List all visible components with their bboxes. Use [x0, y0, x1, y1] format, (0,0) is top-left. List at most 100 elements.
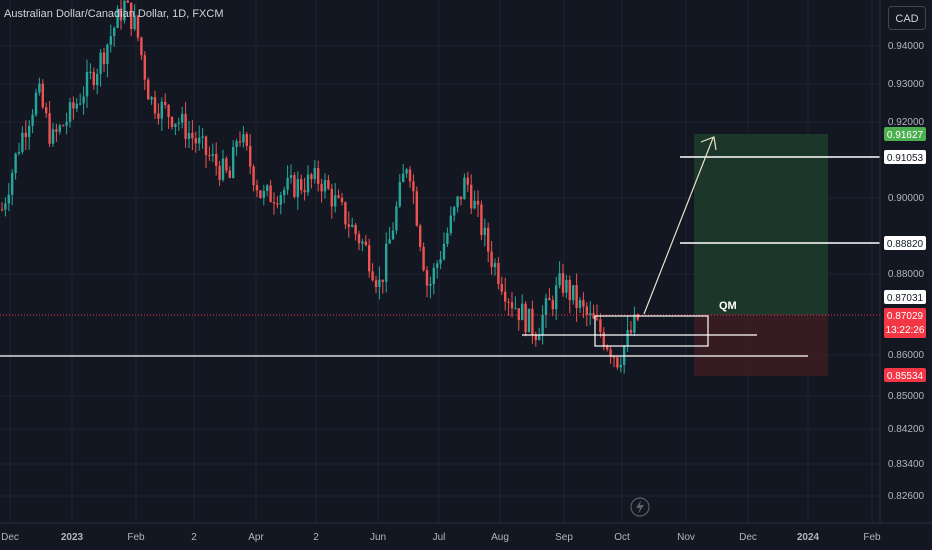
candle-body: [242, 134, 245, 143]
candle-body: [544, 298, 548, 316]
projection-arrowhead: [700, 136, 717, 151]
stop-price-box: [884, 368, 926, 382]
candle-body: [170, 117, 174, 128]
candle-body: [45, 107, 48, 114]
candle-body: [378, 279, 381, 288]
candle-body: [276, 203, 279, 205]
candle-body: [357, 234, 361, 244]
y-tick-label: 0.84200: [888, 424, 925, 435]
x-tick-label: 2024: [797, 532, 820, 543]
candle-body: [534, 335, 537, 341]
candle-body: [147, 79, 150, 100]
candle-body: [123, 0, 126, 21]
candle-body: [572, 285, 575, 301]
mid-line-price-label: 0.88820: [887, 239, 924, 250]
candle-body: [48, 113, 51, 144]
x-tick-label: Jun: [370, 532, 386, 543]
candle-body: [249, 145, 252, 167]
candle-body: [126, 0, 129, 3]
candle-body: [504, 291, 507, 302]
candle-body: [140, 37, 143, 56]
y-tick-label: 0.94000: [888, 41, 925, 52]
candle-body: [58, 125, 61, 132]
x-tick-label: Oct: [614, 532, 630, 543]
stop-price-label: 0.85534: [887, 371, 924, 382]
candle-body: [238, 141, 242, 143]
candle-body: [252, 166, 255, 186]
candle-body: [473, 200, 476, 209]
candle-body: [612, 356, 616, 358]
candle-body: [490, 251, 493, 268]
target-price-box: [884, 127, 926, 141]
candle-body: [38, 83, 41, 93]
candle-body: [194, 138, 197, 144]
candle-body: [327, 180, 330, 189]
candle-body: [551, 300, 554, 310]
x-tick-label: Dec: [739, 532, 757, 543]
candle-body: [102, 52, 106, 65]
candle-body: [167, 104, 170, 118]
candle-body: [130, 2, 133, 30]
candle-body: [235, 141, 238, 148]
x-tick-label: Feb: [127, 532, 145, 543]
candle-body: [463, 177, 466, 200]
candle-body: [266, 185, 269, 191]
candle-body: [337, 195, 340, 198]
candle-body: [432, 267, 435, 284]
candle-body: [187, 132, 191, 139]
currency-button[interactable]: CAD: [888, 6, 926, 30]
candle-body: [466, 177, 469, 185]
lightning-icon: [630, 497, 650, 517]
x-tick-label: 2: [191, 532, 197, 543]
y-tick-label: 0.88000: [888, 269, 925, 280]
candle-body: [500, 284, 503, 292]
candle-body: [215, 154, 218, 166]
current-price-label: 0.87029: [887, 311, 924, 322]
candle-body: [351, 224, 354, 227]
candle-body: [419, 225, 422, 247]
candle-body: [459, 196, 463, 200]
candle-body: [160, 101, 163, 119]
candle-body: [310, 174, 313, 180]
candle-body: [436, 263, 439, 268]
candle-body: [347, 224, 350, 227]
x-tick-label: Nov: [677, 532, 695, 543]
candle-body: [204, 136, 208, 156]
candle-body: [72, 102, 75, 109]
candle-body: [41, 83, 44, 108]
candle-body: [514, 308, 517, 310]
x-tick-label: Feb: [863, 532, 881, 543]
price-axis: 0.94000 0.93000 0.92000 0.90000 0.88000 0.860…: [888, 41, 925, 502]
candle-body: [616, 357, 619, 368]
qm-zone-box: [594, 315, 709, 347]
candle-body: [184, 113, 187, 139]
candle-body: [636, 314, 639, 320]
candle-body: [283, 189, 286, 195]
candle-body: [517, 308, 520, 321]
y-tick-label: 0.85000: [888, 391, 925, 402]
candle-body: [0, 209, 4, 211]
candle-body: [595, 318, 599, 320]
candle-body: [99, 52, 102, 74]
candle-body: [527, 308, 531, 333]
candle-body: [65, 121, 68, 126]
candle-body: [28, 125, 31, 138]
candle-body: [31, 114, 34, 126]
candle-body: [119, 8, 123, 21]
candle-body: [198, 137, 201, 144]
candle-body: [228, 170, 231, 179]
candle-body: [453, 207, 456, 216]
candles: [0, 0, 639, 374]
candle-body: [96, 73, 99, 86]
candle-body: [374, 280, 378, 288]
candle-body: [398, 182, 401, 207]
x-tick-label: Apr: [248, 532, 264, 543]
candle-body: [510, 302, 514, 309]
candle-body: [609, 349, 612, 357]
x-tick-label: 2: [313, 532, 319, 543]
candle-body: [75, 103, 78, 109]
x-tick-label: Dec: [1, 532, 19, 543]
candle-body: [218, 165, 221, 180]
candle-body: [153, 97, 157, 114]
